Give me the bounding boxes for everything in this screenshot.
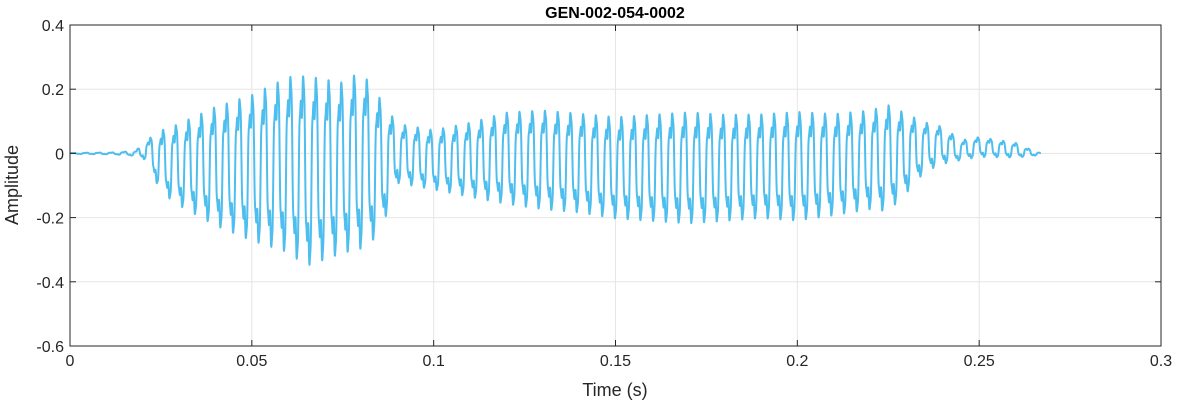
y-tick-label: 0.4 [42,18,64,35]
x-axis-ticks: 0 0.05 0.1 0.15 0.2 0.25 0.3 [66,25,1172,370]
x-tick-label: 0.1 [423,353,445,370]
chart-title: GEN-002-054-0002 [545,5,685,22]
y-axis-label: Amplitude [2,145,22,225]
y-tick-label: -0.4 [36,275,64,292]
x-tick-label: 0.15 [600,353,631,370]
y-tick-label: -0.2 [36,211,64,228]
y-tick-label: 0.2 [42,82,64,99]
x-tick-label: 0.3 [1150,353,1172,370]
x-tick-label: 0 [66,353,75,370]
y-tick-label: -0.6 [36,339,64,356]
y-tick-label: 0 [55,146,64,163]
x-axis-label: Time (s) [582,380,647,400]
x-tick-label: 0.05 [236,353,267,370]
x-tick-label: 0.2 [786,353,808,370]
x-tick-label: 0.25 [964,353,995,370]
y-axis-ticks: -0.6 -0.4 -0.2 0 0.2 0.4 [36,18,1161,356]
waveform-line [69,74,1042,266]
waveform-trace-group [69,74,1042,266]
